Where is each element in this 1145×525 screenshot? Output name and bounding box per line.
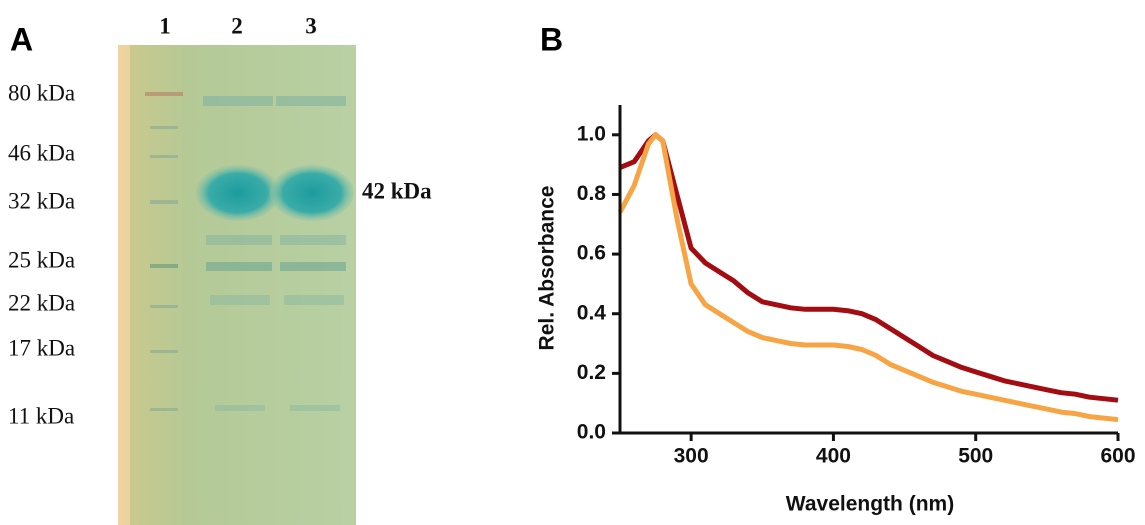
y-tick-label: 1.0 [577, 122, 606, 145]
x-tick-label: 300 [674, 445, 709, 468]
plot: 0.0 0.2 0.4 0.6 0.8 1.0 300 400 500 600 [577, 105, 1136, 468]
marker-label: 22 kDa [8, 290, 75, 315]
marker-label: 11 kDa [8, 403, 74, 428]
data-line [617, 132, 1119, 423]
gel-edge [118, 45, 130, 525]
sample-bands [196, 96, 354, 411]
panel-label: A [10, 21, 33, 57]
lane-label: 1 [159, 13, 171, 38]
y-axis-label: Rel. Absorbance [536, 186, 559, 351]
x-tick-label: 500 [958, 445, 993, 468]
y-tick-label: 0.4 [577, 301, 607, 324]
marker-label: 46 kDa [8, 140, 75, 165]
lane-label: 2 [231, 13, 243, 38]
x-tick-label: 600 [1100, 445, 1135, 468]
y-tick-label: 0.6 [577, 242, 606, 265]
marker-label: 25 kDa [8, 247, 75, 272]
lane-label: 3 [305, 13, 317, 38]
x-axis-label: Wavelength (nm) [786, 493, 954, 516]
marker-label: 32 kDa [8, 188, 75, 213]
gel [118, 45, 356, 525]
marker-label: 80 kDa [8, 80, 75, 105]
data-line [619, 132, 1119, 403]
y-tick-label: 0.0 [577, 421, 606, 444]
gel-panel: A 1 2 3 80 kDa 46 kDa 32 kDa 25 kDa 22 k… [8, 13, 432, 525]
ladder [145, 92, 183, 411]
y-tick-label: 0.2 [577, 361, 606, 384]
x-tick-label: 400 [816, 445, 851, 468]
band-label: 42 kDa [362, 178, 432, 203]
marker-label: 17 kDa [8, 335, 75, 360]
panel-label: B [540, 21, 563, 57]
y-tick-label: 0.8 [577, 182, 607, 205]
